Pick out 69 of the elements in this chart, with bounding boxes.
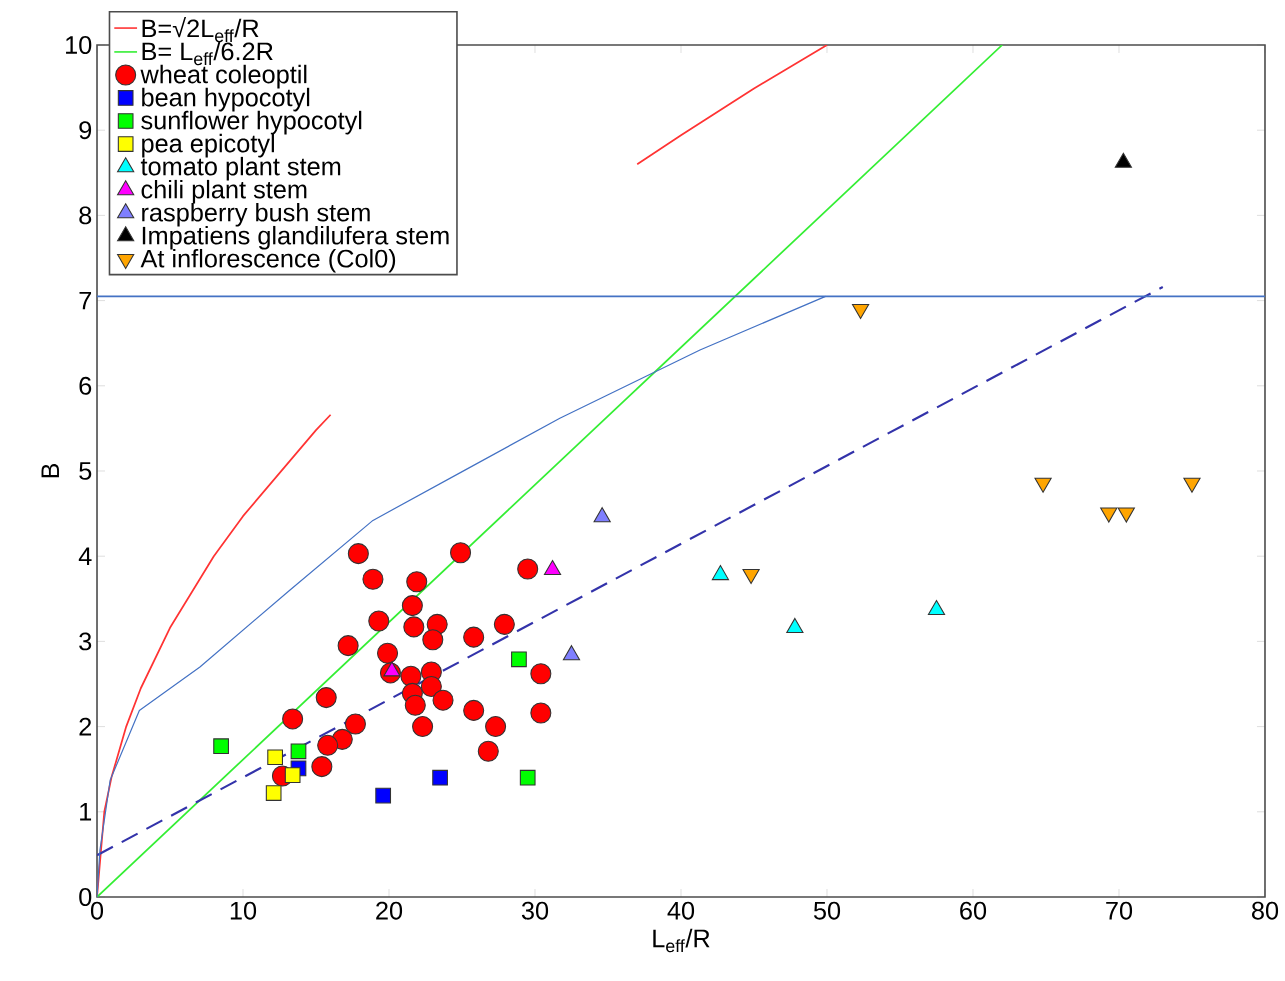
point bbox=[1117, 507, 1135, 523]
y-tick-label: 6 bbox=[79, 376, 92, 395]
point bbox=[344, 713, 366, 735]
point bbox=[851, 303, 870, 319]
x-tick-label: 40 bbox=[667, 901, 695, 920]
point bbox=[1100, 507, 1118, 523]
point bbox=[401, 595, 423, 617]
x-tick-label: 20 bbox=[376, 901, 403, 920]
x-tick-label: 60 bbox=[960, 901, 987, 920]
point bbox=[406, 571, 428, 593]
point bbox=[422, 629, 444, 651]
point bbox=[420, 676, 442, 698]
y-tick-label: 9 bbox=[79, 121, 92, 140]
y-tick-label: 5 bbox=[79, 462, 92, 480]
point bbox=[317, 734, 339, 756]
point bbox=[375, 787, 392, 804]
point bbox=[463, 626, 485, 648]
point bbox=[432, 689, 454, 711]
point bbox=[311, 756, 333, 778]
point bbox=[400, 665, 422, 687]
point bbox=[519, 769, 536, 786]
y-tick-label: 0 bbox=[79, 888, 92, 906]
point bbox=[477, 740, 499, 762]
legend-label: B=√2L$_{eff}$/R bbox=[142, 17, 259, 43]
legend-label: pea epicotyl bbox=[142, 133, 274, 158]
point bbox=[1034, 477, 1052, 493]
point bbox=[315, 687, 337, 709]
point bbox=[282, 708, 304, 730]
point bbox=[1183, 477, 1201, 493]
point bbox=[530, 702, 552, 724]
point bbox=[377, 642, 399, 664]
point bbox=[337, 635, 359, 657]
y-tick-label: 3 bbox=[79, 632, 92, 651]
point bbox=[432, 769, 448, 786]
point bbox=[493, 613, 515, 635]
x-tick-label: 80 bbox=[1252, 901, 1279, 920]
point bbox=[267, 749, 283, 766]
y-tick-label: 2 bbox=[79, 717, 92, 736]
point bbox=[412, 716, 434, 738]
point bbox=[290, 743, 307, 760]
point bbox=[463, 699, 485, 721]
point bbox=[213, 738, 229, 755]
y-tick-label: 10 bbox=[66, 36, 92, 54]
x-tick-label: 70 bbox=[1106, 901, 1133, 920]
y-tick-label: 8 bbox=[79, 206, 92, 225]
x-tick-label: 50 bbox=[813, 901, 841, 920]
point bbox=[265, 785, 282, 801]
point bbox=[284, 767, 301, 784]
point bbox=[347, 543, 369, 565]
x-axis-title: L$_{eff}$/R bbox=[653, 928, 710, 953]
legend-label: raspberry bush stem bbox=[142, 202, 370, 227]
x-tick-label: 10 bbox=[230, 901, 257, 920]
x-tick-label: 30 bbox=[521, 901, 549, 920]
point bbox=[742, 568, 760, 584]
y-tick-label: 1 bbox=[80, 803, 92, 821]
point bbox=[368, 610, 390, 632]
legend-label: Impatiens glandilufera stem bbox=[142, 225, 449, 250]
point bbox=[485, 716, 507, 738]
point bbox=[404, 694, 426, 716]
point bbox=[511, 651, 527, 668]
y-tick-label: 4 bbox=[78, 547, 92, 565]
point bbox=[362, 568, 384, 590]
legend-label: chili plant stem bbox=[141, 179, 307, 204]
point bbox=[517, 558, 539, 580]
y-tick-label: 7 bbox=[79, 291, 92, 310]
point bbox=[450, 542, 472, 564]
y-axis-title: B bbox=[41, 463, 59, 478]
point bbox=[530, 663, 552, 685]
point bbox=[403, 616, 425, 638]
